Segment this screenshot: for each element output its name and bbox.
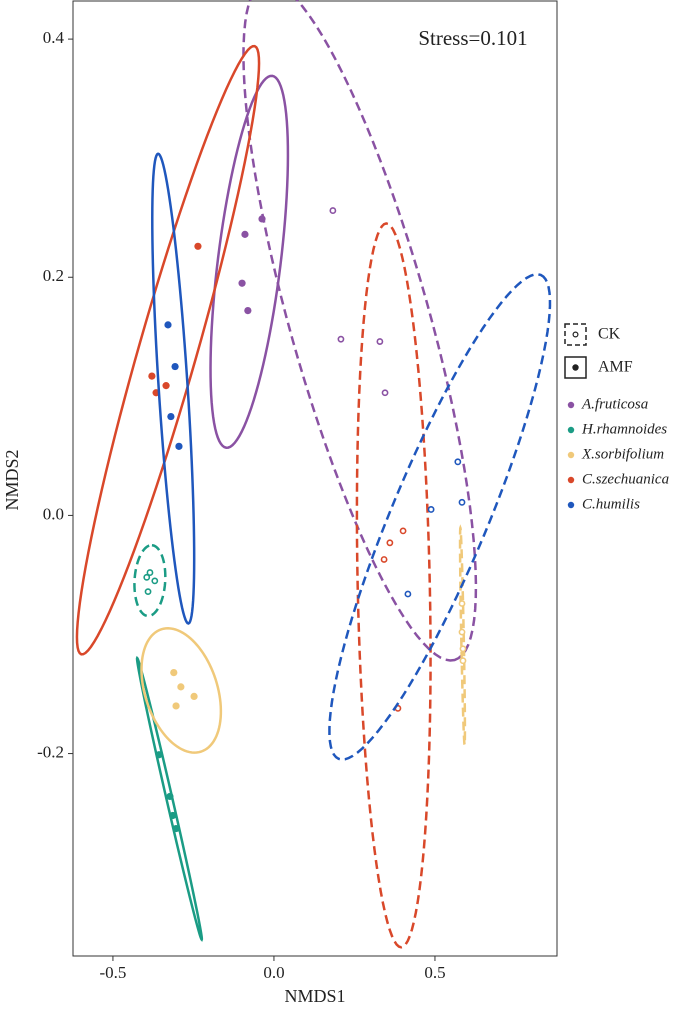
y-axis-title: NMDS2 [2,449,22,510]
point [329,207,337,214]
confidence-ellipse [75,44,261,656]
legend-label: A.fruticosa [581,396,648,412]
confidence-ellipse [458,524,467,749]
legend-label: X.sorbifolium [581,446,664,462]
point [238,279,246,287]
point [172,824,180,833]
point [459,645,467,653]
point [162,382,170,390]
point [241,230,249,238]
x-tick-label: 0.0 [263,963,284,982]
legend-key-point [567,426,575,434]
legend-label: C.szechuanica [582,471,669,487]
confidence-ellipse [151,152,196,625]
x-tick-label: -0.5 [99,963,126,982]
point [454,458,462,466]
point [171,362,179,371]
point [166,792,174,801]
point [177,683,185,691]
legend-key-point [567,501,575,509]
legend-label: C.humilis [582,496,640,512]
y-tick-label: 0.2 [43,266,64,285]
point [146,569,154,576]
confidence-ellipse [355,222,432,949]
legend-key-point [567,476,575,484]
point [427,506,435,513]
legend-label: AMF [598,359,633,376]
point [458,628,466,636]
legend-key-point [567,451,575,459]
x-axis-title: NMDS1 [284,986,345,1006]
x-tick-label: 0.5 [424,963,445,982]
point [458,600,466,607]
point [404,590,412,598]
point [155,751,163,759]
point [148,372,156,380]
confidence-ellipse [140,627,223,754]
point [459,657,467,665]
point [144,588,152,596]
panel-frame [72,0,558,957]
point [190,692,198,701]
point [151,577,159,585]
point [172,702,180,710]
point [376,338,384,345]
confidence-ellipse [242,0,478,662]
legend-key-point [572,364,579,371]
point [170,668,178,677]
point [244,307,252,315]
point [399,527,407,535]
point [380,556,388,563]
point [258,215,266,223]
y-tick-label: -0.2 [37,742,64,761]
y-tick-label: 0.0 [43,504,64,523]
legend-label: H.rhamnoides [581,421,667,437]
confidence-ellipse [133,543,167,618]
point [143,573,151,581]
point [164,321,172,329]
point [337,335,345,343]
point [169,811,177,820]
point [458,498,466,506]
point [175,442,183,450]
point [386,539,394,547]
legend-key-point [567,401,575,409]
y-tick-label: 0.4 [43,28,65,47]
point [381,389,389,397]
stress-annotation: Stress=0.101 [418,26,527,50]
legend-key-point [572,331,579,338]
confidence-ellipse [135,655,204,942]
confidence-ellipse [328,273,552,761]
point [167,412,175,421]
confidence-ellipse [209,74,290,449]
point [194,242,202,250]
legend-label: CK [598,326,621,343]
